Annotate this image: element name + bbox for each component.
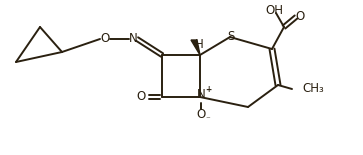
Text: O: O [295,9,305,22]
Text: +: + [205,86,211,95]
Text: N: N [197,89,205,102]
Polygon shape [191,40,200,55]
Text: O: O [196,108,205,122]
Text: O: O [136,91,146,104]
Text: O: O [101,33,110,46]
Text: N: N [129,33,137,46]
Text: ⁻: ⁻ [205,115,211,124]
Text: H: H [195,38,203,51]
Text: CH₃: CH₃ [302,82,324,95]
Text: S: S [227,29,235,42]
Text: OH: OH [265,4,283,16]
